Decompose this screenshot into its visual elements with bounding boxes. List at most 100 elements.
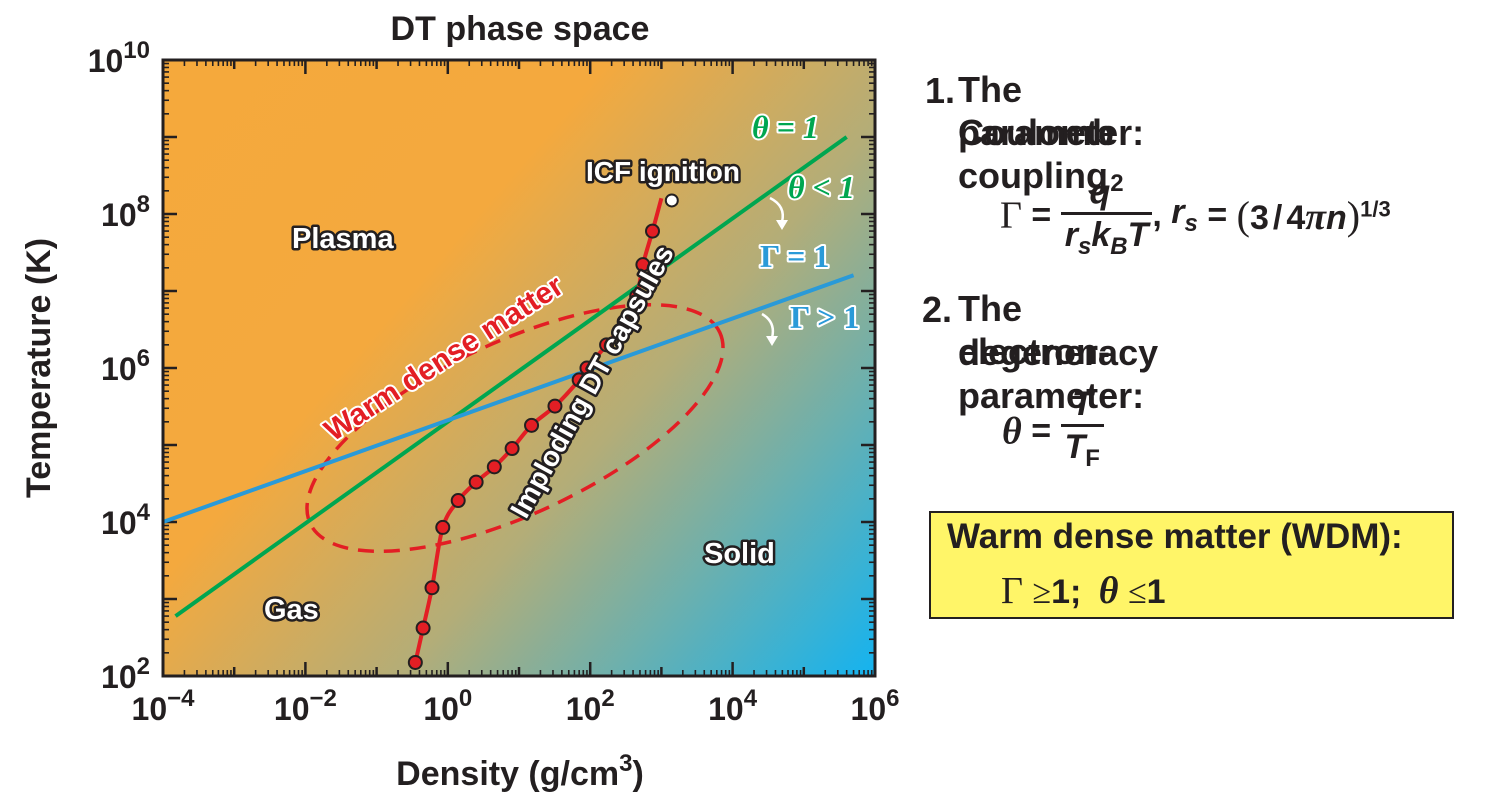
capsule-marker bbox=[486, 459, 502, 475]
f1-T: T bbox=[1127, 216, 1149, 255]
y-tick-base: 10 bbox=[101, 659, 137, 695]
item1-line2: parameter: bbox=[958, 112, 1145, 153]
degeneracy-formula: θ = T TF bbox=[1002, 384, 1104, 479]
capsule-marker bbox=[635, 257, 651, 273]
wdm-one-b: 1 bbox=[1146, 573, 1166, 611]
x-tick-labels: 10−4 10−2 100 102 104 106 bbox=[132, 685, 900, 727]
y-tick-exp: 2 bbox=[137, 653, 150, 680]
f2-equals: = bbox=[1031, 411, 1052, 450]
lines-layer bbox=[163, 135, 855, 618]
f1-fraction: q2 rskBT bbox=[1060, 164, 1153, 267]
f1-three: 3 bbox=[1249, 199, 1269, 238]
wdm-box-title: Warm dense matter (WDM): bbox=[947, 517, 1403, 556]
region-label-plasma: Plasma bbox=[292, 223, 394, 255]
f1-exp: 1/3 bbox=[1360, 196, 1391, 222]
x-tick-base: 10 bbox=[423, 691, 459, 727]
item2-number: 2. bbox=[922, 289, 953, 330]
region-label-gas: Gas bbox=[264, 594, 319, 626]
y-tick-exp: 10 bbox=[123, 37, 150, 64]
f2-fraction: T TF bbox=[1060, 384, 1104, 479]
y-tick-base: 10 bbox=[101, 351, 137, 387]
capsule-marker bbox=[424, 580, 440, 596]
theta-regime-arrowhead-icon bbox=[776, 220, 788, 230]
wdm-theta: θ bbox=[1098, 570, 1119, 612]
capsule-marker bbox=[407, 654, 423, 670]
wdm-gamma: Γ bbox=[1001, 570, 1023, 612]
plot-background bbox=[163, 60, 875, 676]
theta-line bbox=[174, 135, 848, 618]
f1-rs-sub: s bbox=[1184, 209, 1198, 237]
capsule-marker bbox=[524, 417, 540, 433]
f1-q: q bbox=[1089, 173, 1111, 212]
capsule-marker bbox=[415, 620, 431, 636]
item1-number: 1. bbox=[925, 70, 956, 111]
y-tick-base: 10 bbox=[101, 505, 137, 541]
y-tick-label: 106 bbox=[101, 345, 150, 387]
capsule-marker bbox=[435, 519, 451, 535]
f1-comma: , bbox=[1152, 196, 1162, 235]
x-tick-exp: −4 bbox=[167, 685, 195, 712]
item2-line1: The electron- bbox=[958, 288, 1111, 372]
capsule-marker bbox=[579, 360, 595, 376]
coulomb-formula: Γ = q2 rskBT , rs = (3/4πn)1/3 bbox=[1000, 164, 1391, 267]
f1-k-sub: B bbox=[1110, 233, 1128, 261]
x-tick-exp: 6 bbox=[886, 685, 899, 712]
f1-four: 4 bbox=[1286, 199, 1306, 238]
y-tick-label: 104 bbox=[101, 499, 151, 541]
f1-pi: π bbox=[1305, 196, 1327, 239]
gamma-regime-arrow-icon bbox=[761, 312, 775, 339]
wdm-one-a: 1; bbox=[1051, 573, 1082, 611]
x-tick-base: 10 bbox=[274, 691, 310, 727]
y-tick-base: 10 bbox=[101, 197, 137, 233]
capsule-marker bbox=[599, 337, 615, 353]
y-tick-exp: 8 bbox=[137, 191, 150, 218]
x-tick-label: 10−2 bbox=[274, 685, 337, 727]
item2-line2: degeneracy parameter: bbox=[958, 332, 1159, 416]
f1-equals: = bbox=[1031, 196, 1052, 235]
gamma-regime-label: Γ > 1 bbox=[790, 299, 859, 335]
capsule-marker bbox=[450, 493, 466, 509]
x-tick-base: 10 bbox=[708, 691, 744, 727]
f1-rs: r bbox=[1171, 193, 1185, 232]
x-tick-base: 10 bbox=[851, 691, 887, 727]
wdm-definition-box: Warm dense matter (WDM): Γ ≥1; θ ≤1 bbox=[929, 511, 1454, 619]
capsule-marker bbox=[645, 223, 661, 239]
x-tick-label: 102 bbox=[566, 685, 615, 727]
capsule-marker bbox=[547, 398, 563, 414]
gamma-regime-arrowhead-icon bbox=[766, 336, 778, 346]
f2-denominator-sub: F bbox=[1085, 444, 1100, 472]
plot-frame bbox=[161, 58, 877, 678]
f1-close-paren: ) bbox=[1346, 193, 1361, 239]
x-tick-exp: −2 bbox=[310, 685, 337, 712]
y-tick-label: 102 bbox=[101, 653, 150, 695]
y-tick-label: 1010 bbox=[88, 37, 150, 79]
capsule-marker bbox=[616, 314, 632, 330]
theta-regime-label: θ < 1 bbox=[788, 169, 855, 205]
region-label-solid: Solid bbox=[704, 538, 775, 570]
x-axis-label-text: Density (g/cm bbox=[396, 755, 619, 793]
y-tick-label: 108 bbox=[101, 191, 150, 233]
wdm-region-ellipse bbox=[305, 302, 725, 554]
item1-line1: The Coulomb coupling bbox=[958, 69, 1114, 196]
wdm-le: ≤ bbox=[1127, 574, 1147, 611]
y-tick-base: 10 bbox=[88, 43, 124, 79]
f1-n: n bbox=[1326, 199, 1347, 238]
f2-numerator: T bbox=[1060, 384, 1104, 427]
x-tick-base: 10 bbox=[132, 691, 168, 727]
chart-title: DT phase space bbox=[391, 10, 650, 48]
f1-r-sub: s bbox=[1077, 233, 1092, 261]
wdm-box-conditions: Γ ≥1; θ ≤1 bbox=[1001, 569, 1166, 613]
x-tick-label: 10−4 bbox=[132, 685, 196, 727]
x-tick-label: 104 bbox=[708, 685, 758, 727]
capsule-layer bbox=[407, 193, 679, 670]
f1-slash: / bbox=[1272, 199, 1283, 238]
gamma-line-label: Γ = 1 bbox=[760, 238, 829, 274]
gamma-line bbox=[163, 273, 855, 524]
x-tick-base: 10 bbox=[566, 691, 602, 727]
f1-q-exp: 2 bbox=[1110, 170, 1124, 197]
x-axis-label-end: ) bbox=[632, 755, 643, 793]
capsule-marker bbox=[468, 474, 484, 490]
f2-theta: θ bbox=[1002, 410, 1022, 453]
